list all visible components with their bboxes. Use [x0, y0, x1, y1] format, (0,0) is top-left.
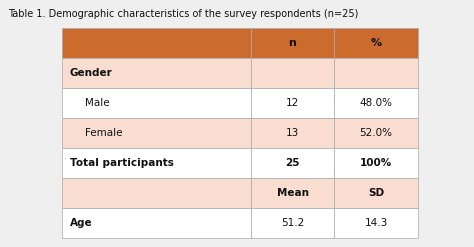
- Text: 14.3: 14.3: [365, 218, 388, 228]
- Text: Total participants: Total participants: [70, 158, 173, 168]
- Bar: [251, 28, 334, 58]
- Text: %: %: [371, 38, 382, 48]
- Text: 25: 25: [285, 158, 300, 168]
- Bar: [334, 148, 418, 178]
- Text: 13: 13: [286, 128, 299, 138]
- Text: Gender: Gender: [70, 68, 112, 78]
- Text: Female: Female: [85, 128, 122, 138]
- Text: Male: Male: [85, 98, 109, 108]
- Bar: [251, 148, 334, 178]
- Bar: [251, 178, 334, 208]
- Text: Mean: Mean: [276, 188, 309, 198]
- Bar: [334, 28, 418, 58]
- Text: 12: 12: [286, 98, 299, 108]
- Bar: [251, 88, 334, 118]
- Bar: [334, 118, 418, 148]
- Bar: [334, 88, 418, 118]
- Bar: [334, 208, 418, 238]
- Text: Table 1. Demographic characteristics of the survey respondents (n=25): Table 1. Demographic characteristics of …: [8, 9, 358, 19]
- Text: 100%: 100%: [360, 158, 392, 168]
- Bar: [62, 88, 251, 118]
- Bar: [62, 118, 251, 148]
- Bar: [62, 208, 251, 238]
- Text: 48.0%: 48.0%: [360, 98, 392, 108]
- Bar: [334, 58, 418, 88]
- Bar: [251, 208, 334, 238]
- Text: 52.0%: 52.0%: [360, 128, 392, 138]
- Bar: [251, 118, 334, 148]
- Bar: [334, 178, 418, 208]
- Bar: [251, 58, 334, 88]
- Bar: [62, 178, 251, 208]
- Bar: [62, 28, 251, 58]
- Bar: [62, 148, 251, 178]
- Text: SD: SD: [368, 188, 384, 198]
- Bar: [62, 58, 251, 88]
- Text: n: n: [289, 38, 296, 48]
- Text: Age: Age: [70, 218, 92, 228]
- Text: 51.2: 51.2: [281, 218, 304, 228]
